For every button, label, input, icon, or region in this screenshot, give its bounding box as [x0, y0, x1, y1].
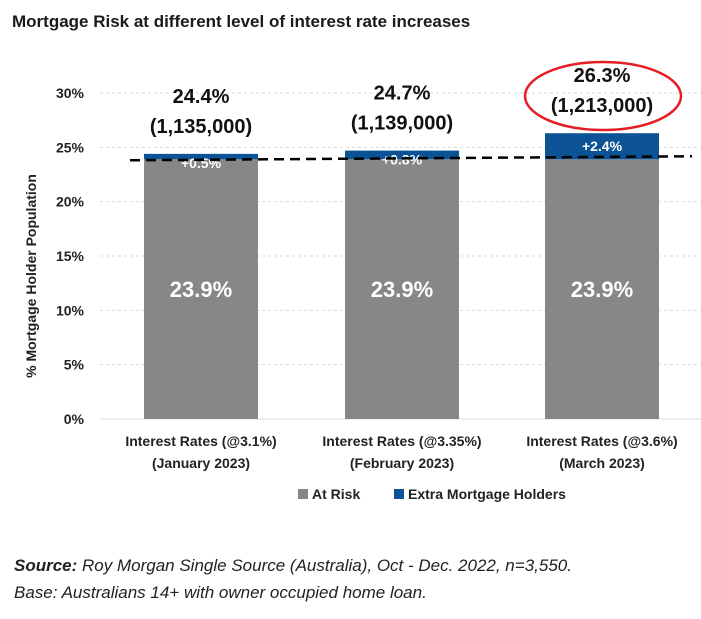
- bar-extra-holders: [545, 133, 659, 160]
- y-tick-label: 25%: [56, 139, 85, 155]
- y-tick-label: 30%: [56, 85, 85, 101]
- at-risk-value-label: 23.9%: [571, 277, 633, 302]
- highlight-ellipse: [523, 60, 683, 132]
- x-tick-label: Interest Rates (@3.1%): [125, 433, 276, 449]
- y-tick-label: 15%: [56, 248, 85, 264]
- legend-label: At Risk: [312, 486, 360, 502]
- source-note: Source: Roy Morgan Single Source (Austra…: [14, 552, 572, 606]
- y-axis-label: % Mortgage Holder Population: [23, 174, 39, 378]
- y-tick-label: 10%: [56, 302, 85, 318]
- y-tick-label: 5%: [64, 357, 85, 373]
- chart-title: Mortgage Risk at different level of inte…: [12, 12, 471, 31]
- extra-holders-value-label: +2.4%: [582, 138, 623, 154]
- source-text: Roy Morgan Single Source (Australia), Oc…: [77, 556, 572, 575]
- source-label: Source:: [14, 556, 78, 575]
- x-tick-label: Interest Rates (@3.6%): [526, 433, 677, 449]
- y-tick-label: 0%: [64, 411, 85, 427]
- reference-dashed-line: [129, 155, 693, 162]
- bar-extra-holders: [144, 153, 258, 160]
- total-percent-label: 26.3%: [574, 65, 631, 87]
- x-tick-label: (February 2023): [350, 455, 454, 471]
- x-tick-label: Interest Rates (@3.35%): [322, 433, 481, 449]
- extra-holders-value-label: +0.5%: [181, 155, 222, 171]
- base-text: Base: Australians 14+ with owner occupie…: [14, 583, 427, 602]
- legend-swatch: [298, 489, 308, 499]
- y-tick-label: 20%: [56, 194, 85, 210]
- total-count-label: (1,135,000): [150, 116, 252, 138]
- bar-at-risk: [144, 159, 258, 419]
- bar-extra-holders: [345, 150, 459, 160]
- x-tick-label: (March 2023): [559, 455, 645, 471]
- bar-at-risk: [545, 159, 659, 419]
- total-percent-label: 24.7%: [374, 83, 431, 105]
- at-risk-value-label: 23.9%: [170, 277, 232, 302]
- total-count-label: (1,139,000): [351, 113, 453, 135]
- legend-swatch: [394, 489, 404, 499]
- total-count-label: (1,213,000): [551, 95, 653, 117]
- at-risk-value-label: 23.9%: [371, 277, 433, 302]
- bar-at-risk: [345, 159, 459, 419]
- total-percent-label: 24.4%: [173, 86, 230, 108]
- x-tick-label: (January 2023): [152, 455, 250, 471]
- legend-label: Extra Mortgage Holders: [408, 486, 566, 502]
